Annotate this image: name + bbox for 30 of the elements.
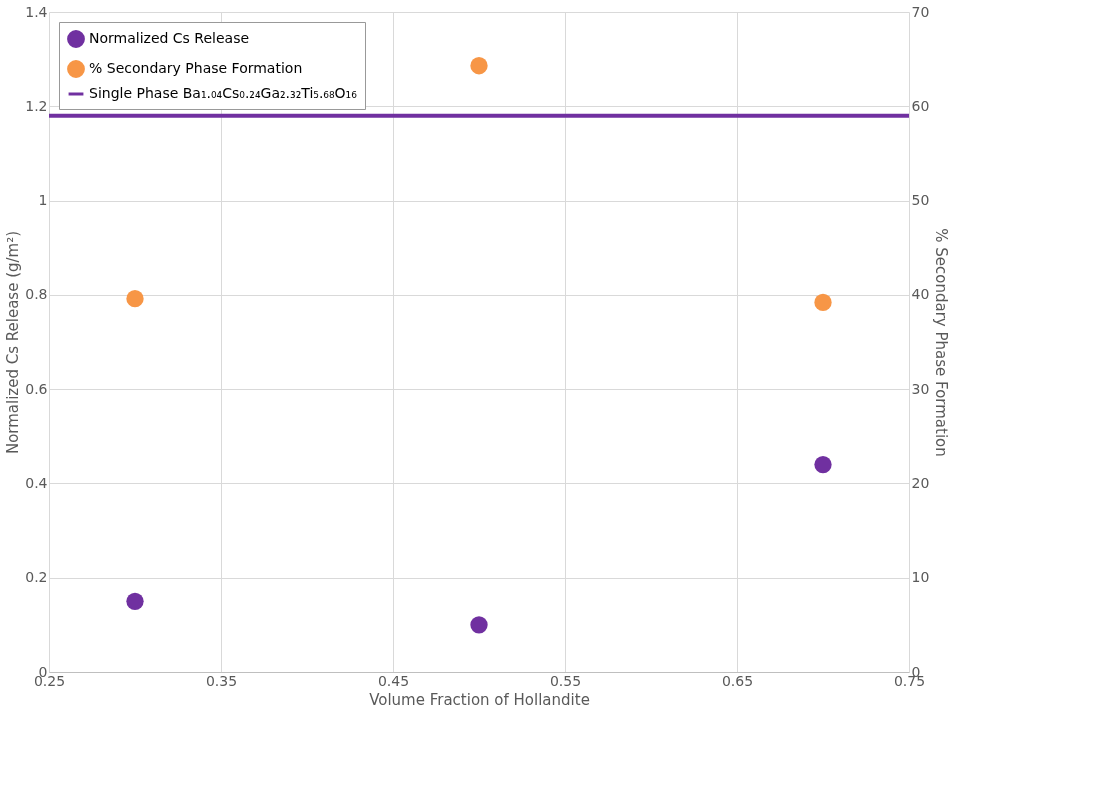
y2-tick-label: 70 [911,3,930,20]
y2-tick-label: 20 [911,474,930,491]
x-axis-title: Volume Fraction of Hollandite [369,690,590,709]
legend-label: % Secondary Phase Formation [89,60,303,76]
y-tick-label: 1.2 [25,97,48,114]
y-tick-label: 1.4 [25,3,48,20]
y2-tick-label: 30 [911,380,930,397]
legend-label: Single Phase Ba₁.₀₄Cs₀.₂₄Ga₂.₃₂Ti₅.₆₈O₁₆ [89,85,358,101]
x-tick-label: 0.65 [721,672,754,689]
point [814,293,832,312]
y-tick-label: 0.4 [25,474,48,491]
y-tick-label: 0.8 [25,286,48,303]
y2-tick-label: 60 [911,97,930,114]
point [470,57,488,75]
x-tick-label: 0.35 [205,672,238,689]
legend-label: Normalized Cs Release [89,30,250,46]
point [470,616,488,634]
y-axis-title: Normalized Cs Release (g/m²) [4,230,23,455]
x-tick-label: 0.55 [549,672,582,689]
point [126,289,144,308]
point [126,592,144,610]
y2-tick-label: 10 [911,569,930,586]
x-tick-label: 0.45 [377,672,410,689]
y-tick-label: 0.2 [25,569,48,586]
y2-tick-label: 40 [911,286,930,303]
y-tick-label: 0.6 [25,380,48,397]
y-tick-label: 1 [38,192,48,209]
point [814,455,832,474]
y2-tick-label: 50 [911,192,930,209]
y2-axis-title: % Secondary Phase Formation [932,228,951,457]
